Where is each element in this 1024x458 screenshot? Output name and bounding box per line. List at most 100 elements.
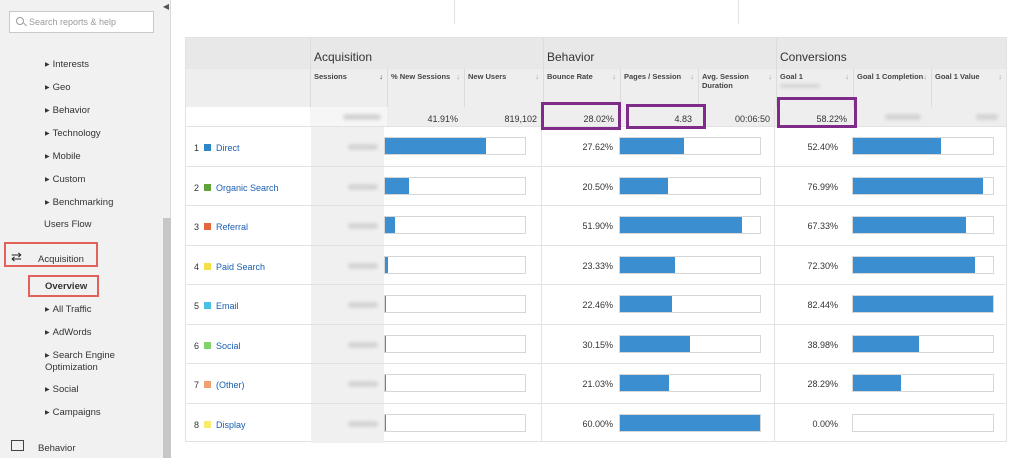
sidebar-item-users-flow[interactable]: Users Flow (44, 219, 92, 230)
bar-fill (385, 138, 486, 154)
new-sessions-bar (384, 177, 526, 195)
goal1-completion-bar (852, 137, 994, 155)
channel-link[interactable]: (Other) (216, 380, 245, 390)
sidebar-item-behavior[interactable]: ▶ Behavior (45, 105, 91, 116)
table-row: 3 Referral 51.90% 67.33% (186, 205, 1006, 245)
bar-fill (385, 217, 395, 233)
channel-color-swatch (204, 302, 211, 309)
bar-fill (620, 415, 760, 431)
bounce-rate-value: 23.33% (582, 261, 613, 271)
channel-link[interactable]: Social (216, 341, 241, 351)
channel-link[interactable]: Referral (216, 222, 249, 232)
search-input[interactable]: Search reports & help (9, 11, 154, 33)
top-metric-strip (171, 0, 1024, 28)
sessions-cell (311, 364, 384, 403)
column-header-avg-duration[interactable]: Avg. Session Duration ↓ (698, 69, 776, 107)
group-header-behavior: Behavior (543, 38, 776, 69)
pages-session-bar (619, 216, 761, 234)
sidebar-item-technology[interactable]: ▶ Technology (45, 128, 101, 139)
bar-fill (385, 296, 387, 312)
row-number: 7 (194, 380, 200, 390)
column-header-pages-session[interactable]: Pages / Session ↓ (620, 69, 698, 107)
sidebar-item-seo[interactable]: ▶ Search Engine Optimization (45, 350, 115, 373)
sort-arrow-icon: ↓ (379, 72, 383, 81)
pages-session-bar (619, 414, 761, 432)
bar-fill (620, 138, 685, 154)
pages-session-bar (619, 177, 761, 195)
column-header-goal1-value[interactable]: Goal 1 Value ↓ (931, 69, 1006, 107)
sidebar-item-overview[interactable]: Overview (45, 281, 88, 292)
pages-session-highlight (626, 104, 706, 129)
group-header-acquisition: Acquisition (310, 38, 543, 69)
row-number: 3 (194, 222, 200, 232)
totals-goal1-rate: 58.22% (776, 107, 853, 127)
channel-link[interactable]: Organic Search (216, 183, 279, 193)
new-sessions-bar (384, 256, 526, 274)
table-row: 6 Social 30.15% 38.98% (186, 324, 1006, 364)
new-sessions-bar (384, 137, 526, 155)
channel-link[interactable]: Paid Search (216, 262, 266, 272)
sort-arrow-icon: ↓ (845, 72, 849, 81)
table-row: 5 Email 22.46% 82.44% (186, 284, 1006, 324)
blurred-value (343, 114, 381, 120)
goal1-rate-highlight (777, 97, 857, 128)
sidebar-item-geo[interactable]: ▶ Geo (45, 82, 71, 93)
group-header-conversions: Conversions (776, 38, 1006, 69)
bounce-rate-highlight (541, 102, 621, 130)
channel-link[interactable]: Email (216, 301, 239, 311)
row-number: 6 (194, 341, 200, 351)
expand-arrow-icon: ▶ (45, 177, 50, 183)
acquisition-highlight (4, 242, 98, 267)
column-header-goal1-rate[interactable]: Goal 1 ↓ (776, 69, 853, 107)
sidebar: Search reports & help ◀ ▶ Interests ▶ Geo … (0, 0, 171, 458)
sidebar-item-mobile[interactable]: ▶ Mobile (45, 151, 81, 162)
bar-fill (385, 336, 386, 352)
column-header-blank (186, 69, 310, 107)
sessions-cell (311, 404, 384, 443)
sidebar-item-acquisition[interactable]: Acquisition (38, 254, 84, 265)
expand-arrow-icon: ▶ (45, 353, 50, 359)
sidebar-item-custom[interactable]: ▶ Custom (45, 174, 86, 185)
new-sessions-bar (384, 414, 526, 432)
pages-session-bar (619, 335, 761, 353)
sort-arrow-icon: ↓ (612, 72, 616, 81)
column-header-bounce-rate[interactable]: Bounce Rate ↓ (543, 69, 620, 107)
goal1-rate-value: 82.44% (807, 300, 838, 310)
bar-fill (853, 375, 901, 391)
sidebar-item-benchmarking[interactable]: ▶ Benchmarking (45, 197, 114, 208)
goal1-rate-value: 52.40% (807, 142, 838, 152)
blurred-value (348, 184, 378, 190)
bar-fill (853, 138, 942, 154)
sidebar-item-campaigns[interactable]: ▶ Campaigns (45, 407, 101, 418)
goal1-completion-bar (852, 256, 994, 274)
bounce-rate-value: 20.50% (582, 182, 613, 192)
sessions-cell (311, 246, 384, 285)
totals-label (186, 107, 310, 127)
bar-fill (620, 375, 669, 391)
collapse-sidebar-button[interactable]: ◀ (162, 2, 170, 11)
divider (541, 107, 542, 442)
channel-color-swatch (204, 263, 211, 270)
column-header-goal1-completion[interactable]: Goal 1 Completion ↓ (853, 69, 931, 107)
sidebar-item-adwords[interactable]: ▶ AdWords (45, 327, 92, 338)
sidebar-item-all-traffic[interactable]: ▶ All Traffic (45, 304, 92, 315)
column-header-sessions[interactable]: Sessions ↓ (310, 69, 387, 107)
pages-session-bar (619, 256, 761, 274)
data-table: Acquisition Behavior Conversions Session… (185, 37, 1007, 443)
sessions-cell (311, 325, 384, 364)
channel-color-swatch (204, 381, 211, 388)
goal1-rate-value: 0.00% (812, 419, 838, 429)
sidebar-scrollbar[interactable] (163, 218, 171, 458)
sidebar-item-interests[interactable]: ▶ Interests (45, 59, 90, 70)
totals-bounce-rate: 28.02% (543, 107, 620, 127)
channel-color-swatch (204, 421, 211, 428)
blurred-value (348, 223, 378, 229)
sort-arrow-icon: ↓ (768, 72, 772, 81)
column-header-new-sessions[interactable]: % New Sessions ↓ (387, 69, 464, 107)
channel-link[interactable]: Direct (216, 143, 240, 153)
column-header-new-users[interactable]: New Users ↓ (464, 69, 543, 107)
sidebar-item-social[interactable]: ▶ Social (45, 384, 79, 395)
sidebar-item-behavior-section[interactable]: Behavior (38, 443, 76, 454)
channel-link[interactable]: Display (216, 420, 246, 430)
table-row: 1 Direct 27.62% 52.40% (186, 126, 1006, 166)
